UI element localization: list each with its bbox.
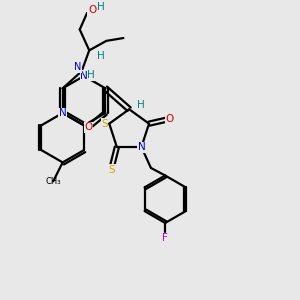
Text: N: N: [74, 62, 82, 73]
Text: N: N: [80, 71, 88, 81]
Text: O: O: [166, 114, 174, 124]
Text: H: H: [97, 2, 104, 12]
Text: S: S: [109, 165, 116, 175]
Text: H: H: [97, 51, 104, 61]
Text: S: S: [101, 119, 108, 129]
Text: F: F: [162, 233, 168, 243]
Text: N: N: [59, 108, 67, 118]
Text: O: O: [84, 122, 92, 132]
Text: H: H: [87, 70, 95, 80]
Text: H: H: [137, 100, 144, 110]
Text: N: N: [137, 142, 145, 152]
Text: CH₃: CH₃: [45, 177, 61, 186]
Text: O: O: [88, 5, 96, 16]
